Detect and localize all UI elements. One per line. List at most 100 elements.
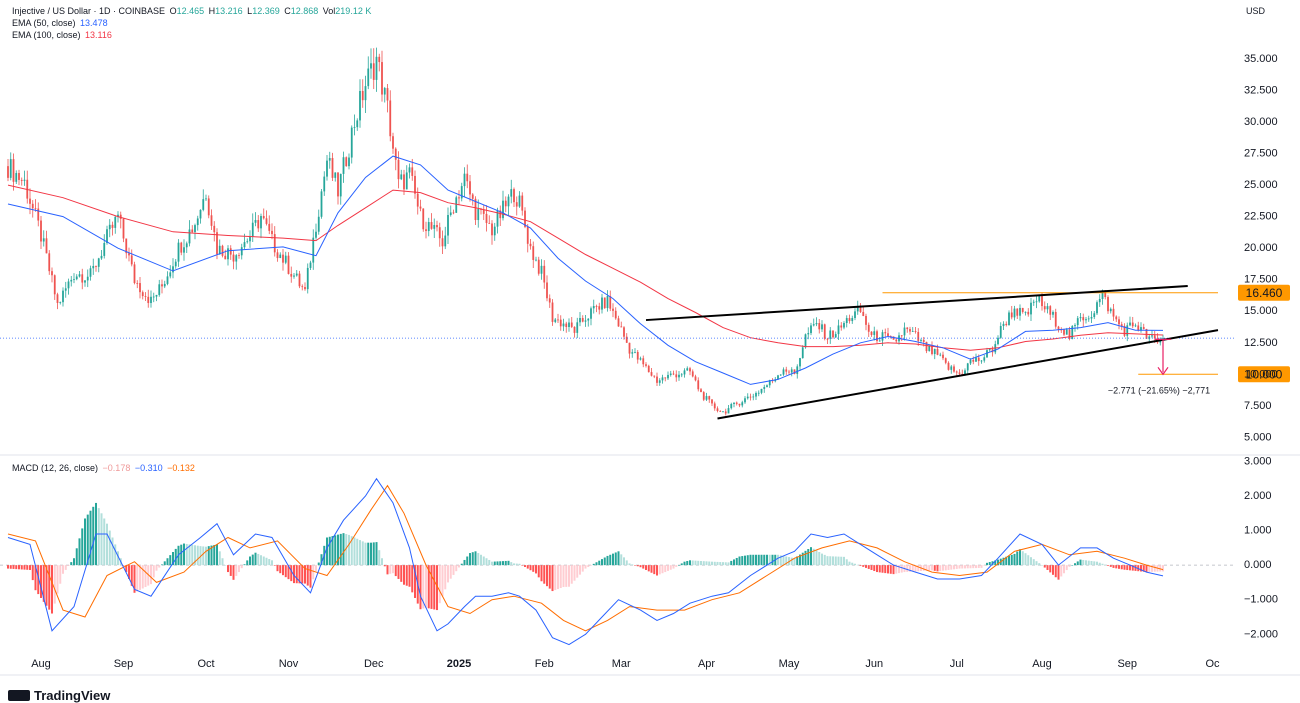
candle-body [1087, 318, 1090, 320]
candle-body [463, 173, 466, 187]
candle-body [1035, 301, 1038, 303]
macd-histogram-bar [452, 565, 455, 575]
macd-legend[interactable]: MACD (12, 26, close) −0.178 −0.310 −0.13… [12, 462, 195, 474]
candle-body [166, 276, 169, 284]
volume-label: Vol [322, 6, 336, 16]
macd-histogram-bar [40, 565, 42, 598]
candle-body [188, 229, 191, 244]
macd-histogram-bar [1065, 565, 1068, 571]
macd-histogram-bar [708, 561, 711, 566]
macd-histogram-bar [339, 533, 342, 566]
candle-body [895, 339, 898, 342]
candle-body [823, 324, 826, 339]
candle-body [639, 358, 642, 360]
macd-histogram-bar [389, 565, 392, 574]
candle-body [969, 359, 972, 364]
macd-histogram-bar [295, 565, 298, 584]
candle-body [257, 220, 260, 229]
macd-histogram-bar [1090, 560, 1093, 566]
macd-histogram-bar [353, 537, 356, 566]
macd-histogram-bar [950, 565, 953, 570]
macd-histogram-bar [678, 565, 680, 566]
macd-hist-value: −0.178 [102, 463, 131, 473]
candle-body [31, 203, 34, 209]
macd-histogram-bar [631, 564, 634, 566]
macd-histogram-bar [293, 565, 295, 584]
macd-histogram-bar [977, 565, 980, 568]
candle-body [848, 318, 851, 322]
candle-body [779, 374, 782, 376]
macd-histogram-bar [876, 565, 878, 573]
macd-histogram-bar [1123, 565, 1126, 570]
macd-histogram-bar [1074, 563, 1076, 566]
macd-histogram-bar [81, 528, 84, 566]
macd-histogram-bar [793, 558, 796, 566]
ema50-legend[interactable]: EMA (50, close) 13.478 [12, 17, 108, 29]
resistance-price-label-bg [1238, 284, 1290, 301]
candle-body [612, 308, 614, 311]
currency-button[interactable]: USD [1246, 6, 1266, 16]
candle-body [653, 375, 656, 377]
candle-body [48, 253, 51, 272]
macd-histogram-bar [796, 556, 799, 566]
macd-histogram-bar [56, 565, 59, 594]
macd-histogram-bar [584, 565, 587, 569]
price-tick-label: 20.000 [1244, 242, 1278, 254]
time-tick-label: Mar [612, 658, 631, 670]
candle-body [878, 340, 881, 342]
macd-histogram-bar [400, 565, 403, 582]
candle-body [826, 338, 829, 340]
time-tick-label: Sep [114, 658, 134, 670]
candle-body [554, 319, 557, 322]
candle-body [458, 197, 460, 199]
candle-body [1013, 308, 1016, 318]
candle-body [425, 229, 427, 232]
wedge-lower-trendline [717, 329, 1219, 420]
time-tick-label: Jun [865, 658, 883, 670]
candle-body [172, 266, 174, 273]
candle-body [642, 358, 645, 365]
candle-body [1134, 325, 1137, 327]
candle-body [177, 242, 180, 262]
macd-histogram-bar [862, 565, 865, 567]
candle-body [34, 208, 37, 210]
candle-body [716, 408, 719, 411]
candle-body [766, 385, 768, 387]
candle-body [23, 179, 26, 181]
macd-histogram-bar [942, 565, 944, 571]
macd-histogram-bar [20, 565, 23, 570]
macd-histogram-bar [532, 565, 535, 572]
macd-histogram-bar [1076, 561, 1079, 566]
macd-histogram-bar [18, 565, 20, 570]
candle-body [331, 158, 334, 178]
candle-body [273, 234, 276, 253]
candle-body [174, 261, 177, 267]
macd-histogram-bar [229, 565, 232, 576]
time-tick-label: Apr [698, 658, 715, 670]
price-tick-label: 22.500 [1244, 211, 1278, 223]
macd-histogram-bar [661, 565, 664, 574]
candle-body [485, 213, 488, 223]
candle-body [856, 306, 859, 312]
candle-body [645, 364, 647, 366]
macd-histogram-bar [955, 565, 958, 569]
macd-histogram-bar [59, 565, 62, 584]
macd-histogram-bar [276, 565, 279, 572]
candle-body [782, 369, 785, 375]
macd-histogram-bar [1060, 565, 1063, 577]
macd-histogram-bar [551, 565, 554, 592]
ema100-legend[interactable]: EMA (100, close) 13.116 [12, 29, 112, 41]
symbol-legend[interactable]: Injective / US Dollar · 1D · COINBASE O1… [12, 5, 371, 17]
candle-body [62, 290, 64, 303]
candle-body [271, 230, 273, 235]
candle-body [114, 216, 117, 228]
candle-body [873, 331, 876, 335]
macd-histogram-bar [367, 542, 370, 566]
candle-body [130, 255, 133, 265]
candle-body [1129, 322, 1131, 326]
macd-histogram-bar [1129, 565, 1131, 571]
candle-body [1115, 316, 1118, 320]
candle-body [207, 198, 210, 216]
candle-body [1063, 329, 1065, 335]
